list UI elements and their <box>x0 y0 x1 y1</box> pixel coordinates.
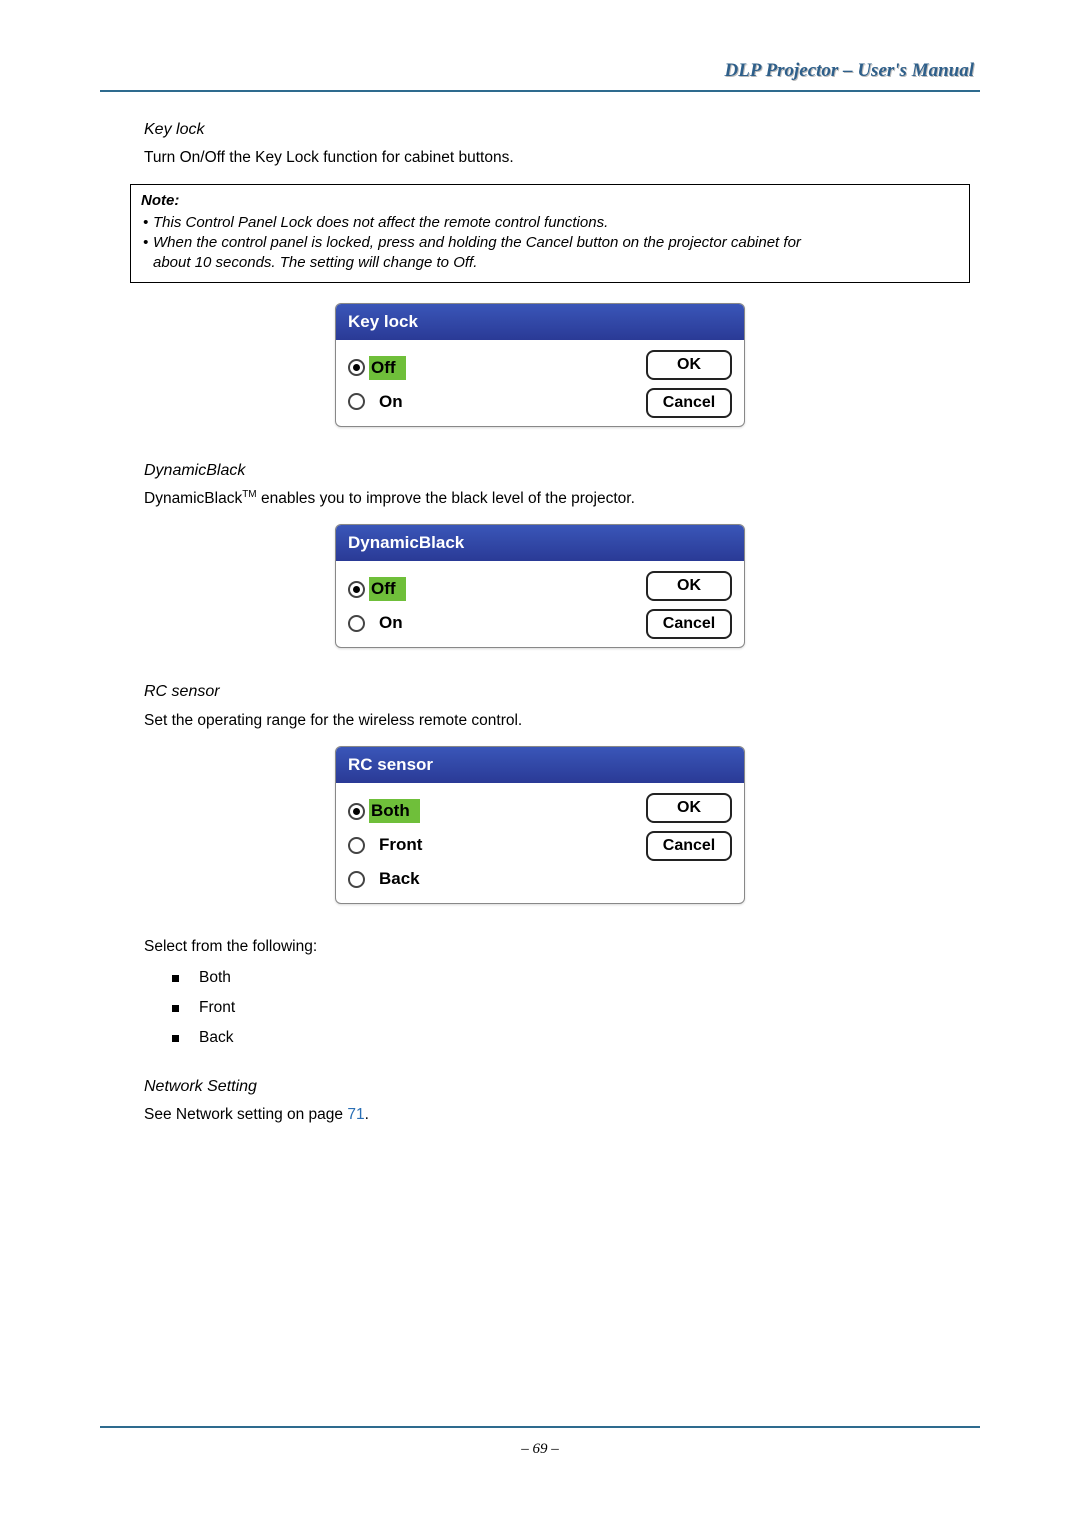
keylock-on-label: On <box>373 390 409 414</box>
page: DLP Projector – User's Manual Key lock T… <box>100 60 980 1488</box>
keylock-off-label: Off <box>369 356 406 380</box>
page-number: – 69 – <box>100 1441 980 1458</box>
radio-unselected-icon <box>348 871 365 888</box>
radio-unselected-icon <box>348 837 365 854</box>
select-from-text: Select from the following: <box>144 936 970 958</box>
rcsensor-back-label: Back <box>373 867 426 891</box>
dynamicblack-on-label: On <box>373 611 409 635</box>
dialog-dynamicblack-body: Off On OK Cancel <box>336 561 744 647</box>
dialog-dynamicblack: DynamicBlack Off On OK Cancel <box>335 524 745 648</box>
dialog-keylock-body: Off On OK Cancel <box>336 340 744 426</box>
dialog-rcsensor: RC sensor Both Front Back OK Cancel <box>335 746 745 904</box>
dynamicblack-off-label: Off <box>369 577 406 601</box>
cancel-button[interactable]: Cancel <box>646 831 732 861</box>
section-rcsensor: RC sensor Set the operating range for th… <box>144 680 970 732</box>
rcsensor-front-label: Front <box>373 833 428 857</box>
ok-button[interactable]: OK <box>646 350 732 380</box>
section-network: Network Setting See Network setting on p… <box>144 1075 970 1127</box>
radio-selected-icon <box>348 581 365 598</box>
list-item: Back <box>172 1029 980 1047</box>
footer-rule <box>100 1426 980 1428</box>
cancel-button[interactable]: Cancel <box>646 609 732 639</box>
dynamicblack-desc: DynamicBlackTM enables you to improve th… <box>144 488 970 511</box>
dialog-rcsensor-buttons: OK Cancel <box>646 793 732 861</box>
manual-header-title: DLP Projector – User's Manual <box>100 60 980 90</box>
dialog-dynamicblack-buttons: OK Cancel <box>646 571 732 639</box>
section-dynamicblack: DynamicBlack DynamicBlackTM enables you … <box>144 459 970 511</box>
rcsensor-both-label: Both <box>369 799 420 823</box>
dialog-keylock: Key lock Off On OK Cancel <box>335 303 745 427</box>
note-line-2b: about 10 seconds. The setting will chang… <box>141 253 959 273</box>
square-bullet-icon <box>172 1035 179 1042</box>
radio-unselected-icon <box>348 393 365 410</box>
network-heading: Network Setting <box>144 1075 970 1098</box>
rcsensor-option-list: Both Front Back <box>172 969 980 1047</box>
rcsensor-heading: RC sensor <box>144 680 970 703</box>
header-rule <box>100 90 980 92</box>
rcsensor-desc: Set the operating range for the wireless… <box>144 710 970 732</box>
cancel-button[interactable]: Cancel <box>646 388 732 418</box>
dialog-rcsensor-title: RC sensor <box>336 747 744 783</box>
list-item: Front <box>172 999 980 1017</box>
section-keylock: Key lock Turn On/Off the Key Lock functi… <box>144 118 970 170</box>
radio-selected-icon <box>348 359 365 376</box>
ok-button[interactable]: OK <box>646 571 732 601</box>
list-item: Both <box>172 969 980 987</box>
dialog-keylock-title: Key lock <box>336 304 744 340</box>
keylock-heading: Key lock <box>144 118 970 141</box>
note-line-2a: •When the control panel is locked, press… <box>141 233 959 253</box>
dialog-rcsensor-body: Both Front Back OK Cancel <box>336 783 744 903</box>
radio-unselected-icon <box>348 615 365 632</box>
note-box: Note: •This Control Panel Lock does not … <box>130 184 970 283</box>
network-desc: See Network setting on page 71. <box>144 1104 970 1126</box>
note-title: Note: <box>141 191 959 211</box>
ok-button[interactable]: OK <box>646 793 732 823</box>
keylock-desc: Turn On/Off the Key Lock function for ca… <box>144 147 970 169</box>
dialog-dynamicblack-title: DynamicBlack <box>336 525 744 561</box>
rcsensor-option-back[interactable]: Back <box>348 867 732 891</box>
radio-selected-icon <box>348 803 365 820</box>
dialog-keylock-buttons: OK Cancel <box>646 350 732 418</box>
note-line-1: •This Control Panel Lock does not affect… <box>141 213 959 233</box>
square-bullet-icon <box>172 1005 179 1012</box>
dynamicblack-heading: DynamicBlack <box>144 459 970 482</box>
page-link[interactable]: 71 <box>347 1106 364 1123</box>
square-bullet-icon <box>172 975 179 982</box>
